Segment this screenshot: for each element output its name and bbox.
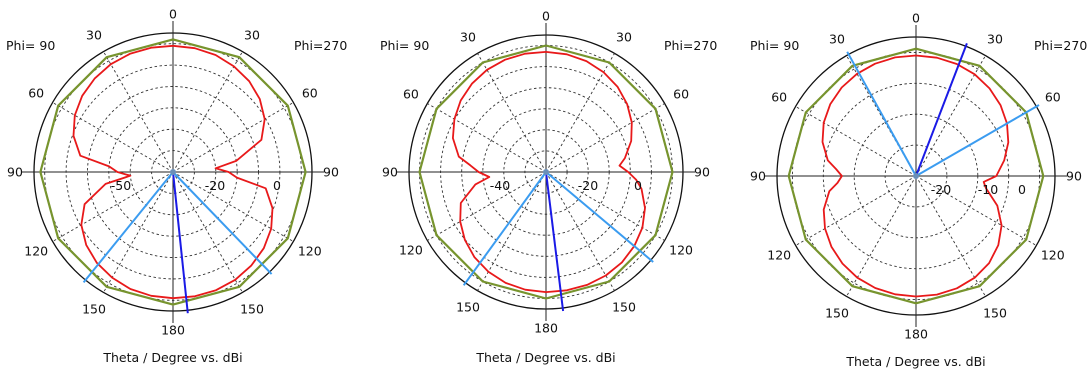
marker-line-1 bbox=[545, 171, 654, 263]
marker-line-2 bbox=[846, 51, 917, 177]
series-line-1 bbox=[72, 44, 274, 300]
marker-line-3 bbox=[172, 171, 189, 314]
angle-tick-label: 150 bbox=[825, 305, 849, 320]
polar-chart-2: 0 30 60 90 120 150 180 150 120 90 60 30 -40 -20 0 Phi= … bbox=[380, 9, 717, 366]
phi-left-label: Phi= 90 bbox=[750, 38, 799, 53]
angle-tick-label: 90 bbox=[750, 169, 766, 184]
grid-spoke bbox=[915, 175, 986, 297]
grid-spoke bbox=[103, 171, 174, 293]
x-axis-label: Theta / Degree vs. dBi bbox=[845, 354, 985, 369]
angle-tick-label: 60 bbox=[673, 87, 689, 102]
grid-spoke bbox=[795, 175, 917, 246]
phi-right-label: Phi=270 bbox=[664, 38, 717, 53]
angle-tick-label: 60 bbox=[1045, 90, 1061, 105]
grid-spoke bbox=[427, 171, 547, 241]
series-line-2 bbox=[39, 38, 307, 306]
angle-tick-label: 120 bbox=[767, 248, 791, 263]
marker-line-3 bbox=[915, 43, 968, 177]
angle-tick-label: 60 bbox=[302, 86, 318, 101]
angle-tick-label: 180 bbox=[534, 321, 558, 336]
angle-tick-label: 150 bbox=[240, 301, 264, 316]
grid-spoke bbox=[846, 175, 917, 297]
phi-right-label: Phi=270 bbox=[294, 38, 347, 53]
angle-tick-label: 150 bbox=[456, 300, 480, 315]
series-line-1 bbox=[821, 54, 1010, 298]
grid-spoke bbox=[172, 51, 243, 173]
angle-tick-label: 90 bbox=[1066, 169, 1082, 184]
center-point bbox=[913, 173, 919, 179]
grid-spoke bbox=[545, 171, 665, 241]
angle-tick-label: 30 bbox=[829, 32, 845, 47]
angle-tick-label: 120 bbox=[399, 243, 423, 258]
marker-line-1 bbox=[172, 171, 273, 275]
grid-spoke bbox=[915, 175, 1037, 246]
x-axis-label: Theta / Degree vs. dBi bbox=[475, 350, 615, 365]
radial-tick-label: -20 bbox=[578, 178, 598, 193]
angle-tick-label: 90 bbox=[694, 165, 710, 180]
marker-line-2 bbox=[82, 171, 174, 284]
center-point bbox=[170, 169, 176, 175]
marker-line-2 bbox=[462, 171, 547, 286]
grid-spoke bbox=[477, 171, 547, 291]
grid-spoke bbox=[915, 55, 986, 177]
angle-tick-label: 90 bbox=[323, 165, 339, 180]
polar-chart-1: 0 30 60 90 120 150 180 150 120 90 60 30 -50 -20 0 Phi= … bbox=[6, 7, 347, 366]
radial-tick-label: -20 bbox=[205, 178, 225, 193]
radial-tick-label: 0 bbox=[1018, 182, 1026, 197]
angle-tick-label: 60 bbox=[771, 90, 787, 105]
angle-tick-label: 120 bbox=[669, 243, 693, 258]
grid-spoke bbox=[846, 55, 917, 177]
angle-tick-label: 90 bbox=[7, 165, 23, 180]
angle-tick-label: 120 bbox=[24, 244, 48, 259]
angle-tick-label: 30 bbox=[244, 28, 260, 43]
center-point bbox=[543, 169, 549, 175]
angle-tick-label: 150 bbox=[82, 301, 106, 316]
grid-spoke bbox=[795, 106, 917, 177]
angle-tick-label: 30 bbox=[460, 29, 476, 44]
angle-tick-label: 60 bbox=[403, 87, 419, 102]
angle-tick-label: 180 bbox=[161, 323, 185, 338]
angle-tick-label: 0 bbox=[542, 9, 550, 24]
grid-spoke bbox=[172, 171, 243, 293]
angle-tick-label: 30 bbox=[616, 29, 632, 44]
grid-spoke bbox=[172, 102, 294, 173]
angle-tick-label: 120 bbox=[298, 244, 322, 259]
grid-spoke bbox=[477, 53, 547, 173]
angle-tick-label: 180 bbox=[904, 327, 928, 342]
angle-tick-label: 30 bbox=[86, 28, 102, 43]
grid-spoke bbox=[545, 53, 615, 173]
grid-spoke bbox=[427, 103, 547, 173]
radial-tick-label: -20 bbox=[931, 182, 951, 197]
grid-spoke bbox=[103, 51, 174, 173]
radial-tick-label: -40 bbox=[490, 178, 510, 193]
phi-left-label: Phi= 90 bbox=[380, 38, 429, 53]
angle-tick-label: 30 bbox=[987, 32, 1003, 47]
grid-spoke bbox=[52, 102, 174, 173]
angle-tick-label: 150 bbox=[983, 305, 1007, 320]
angle-tick-label: 60 bbox=[28, 86, 44, 101]
angle-tick-label: 0 bbox=[169, 7, 177, 22]
angle-tick-label: 120 bbox=[1041, 248, 1065, 263]
radial-tick-label: -10 bbox=[978, 182, 998, 197]
phi-left-label: Phi= 90 bbox=[6, 38, 55, 53]
radial-tick-label: 0 bbox=[273, 178, 281, 193]
grid-spoke bbox=[52, 171, 174, 242]
radial-tick-label: -50 bbox=[111, 178, 131, 193]
angle-tick-label: 90 bbox=[382, 165, 398, 180]
marker-line-3 bbox=[545, 171, 565, 312]
polar-chart-3: 0 30 60 90 120 150 180 150 120 90 60 30 -20 -10 0 Phi= … bbox=[750, 11, 1087, 370]
grid-spoke bbox=[172, 171, 294, 242]
phi-right-label: Phi=270 bbox=[1034, 38, 1087, 53]
grid-spoke bbox=[545, 103, 665, 173]
angle-tick-label: 0 bbox=[912, 11, 920, 26]
marker-line-1 bbox=[915, 104, 1040, 177]
series-line-1 bbox=[452, 51, 646, 293]
angle-tick-label: 150 bbox=[612, 300, 636, 315]
series-line-2 bbox=[418, 44, 674, 300]
radial-tick-label: 0 bbox=[634, 178, 642, 193]
x-axis-label: Theta / Degree vs. dBi bbox=[102, 350, 242, 365]
